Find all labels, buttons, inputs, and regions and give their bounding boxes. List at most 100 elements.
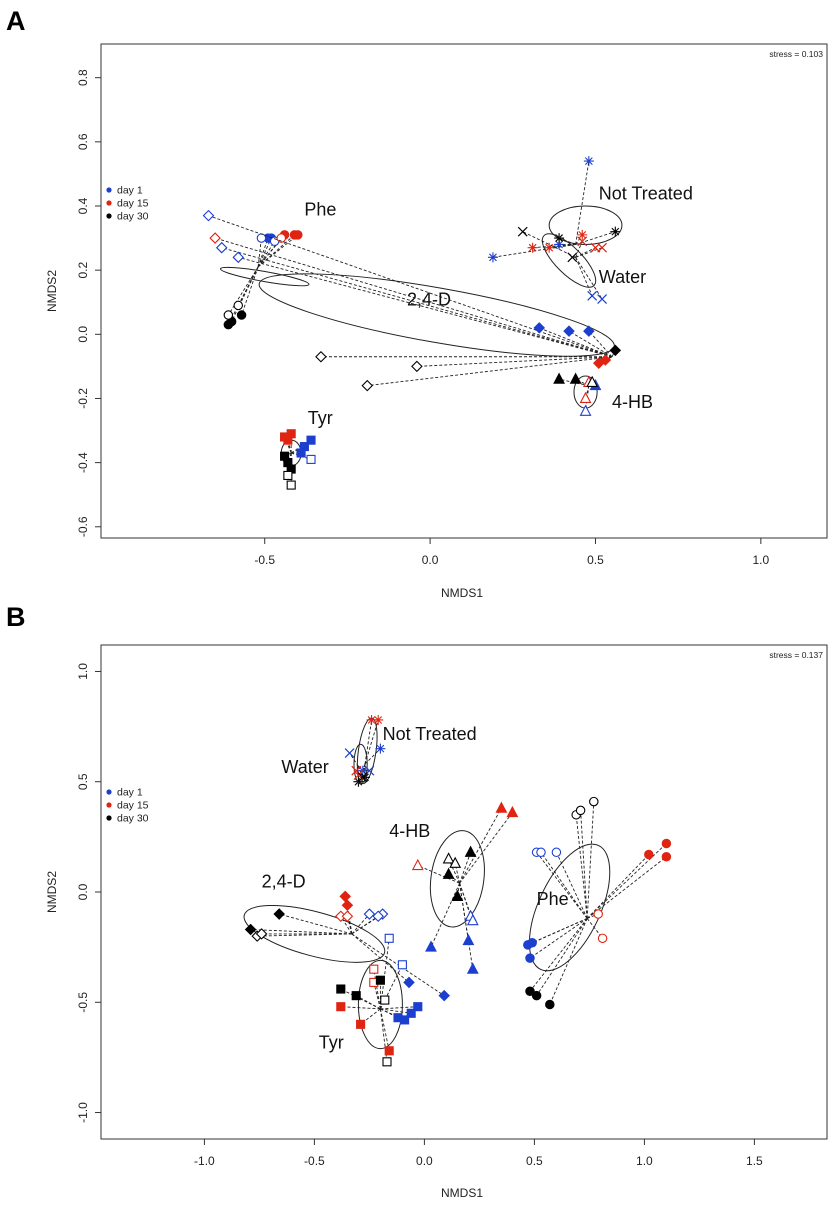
point-4-hb-b-4 (466, 913, 479, 926)
spider-line-phe-a-10 (241, 266, 259, 316)
group-label-not-treated-b: Not Treated (383, 724, 477, 744)
ellipse-tyr-b (357, 959, 403, 1050)
spider-line-tyr-b-2 (380, 1006, 418, 1010)
y-tick-label-a-6: 0.6 (76, 133, 90, 150)
x-tick-label-b-3: 0.5 (526, 1154, 543, 1168)
group-2-4-d-a: 2,4-D (202, 209, 622, 392)
spider-line-phe-a-6 (257, 234, 299, 268)
group-label-2-4-d-a: 2,4-D (407, 289, 451, 309)
point-phe-b-7 (661, 838, 672, 849)
spider-line-phe-b-15 (580, 810, 588, 919)
spider-line-phe-b-2 (529, 918, 588, 959)
x-axis-label-b: NMDS1 (441, 1186, 483, 1200)
point-phe-b-2 (525, 953, 535, 963)
spider-line-2-4-d-b-10 (250, 929, 352, 935)
legend-swatch-a-2 (106, 213, 112, 219)
point-tyr-b-15 (380, 995, 390, 1005)
point-tyr-b-0 (384, 933, 394, 943)
point-2-4-d-a-11 (361, 379, 374, 392)
spider-line-phe-b-10 (587, 913, 599, 919)
point-4-hb-a-6 (586, 375, 599, 387)
spider-line-phe-b-7 (586, 843, 667, 919)
point-water-b-4 (357, 772, 368, 783)
legend-label-b-2: day 30 (117, 813, 149, 825)
point-water-a-6 (567, 252, 578, 263)
spider-line-4-hb-b-1 (459, 883, 469, 941)
spider-line-4-hb-b-0 (430, 882, 461, 948)
group-label-water-b: Water (281, 757, 328, 777)
x-tick-label-b-2: 0.0 (416, 1154, 433, 1168)
point-phe-a-12 (233, 300, 244, 311)
legend-label-b-1: day 15 (117, 800, 149, 812)
point-4-hb-b-12 (449, 856, 462, 868)
point-not-treated-a-2 (583, 156, 594, 167)
spider-line-tyr-b-3 (380, 1008, 412, 1014)
x-tick-label-b-4: 1.0 (636, 1154, 653, 1168)
group-tyr-a: Tyr (280, 408, 333, 490)
point-phe-b-1 (527, 937, 537, 948)
point-4-hb-a-1 (579, 404, 592, 416)
point-tyr-b-5 (393, 1013, 403, 1023)
point-2-4-d-b-12 (255, 928, 268, 940)
point-2-4-d-b-10 (244, 923, 257, 936)
point-not-treated-a-4 (577, 229, 588, 240)
spider-line-not-treated-b-2 (364, 719, 373, 765)
x-tick-label-b-1: -0.5 (304, 1154, 325, 1168)
y-tick-label-b-2: 0.0 (76, 883, 90, 900)
point-4-hb-b-7 (411, 858, 424, 871)
point-tyr-b-1 (397, 960, 407, 970)
point-not-treated-a-7 (610, 226, 621, 237)
ellipse-water-b (353, 743, 368, 785)
spider-line-water-a-3 (575, 241, 583, 258)
spider-line-2-4-d-a-1 (221, 247, 613, 358)
point-phe-b-15 (575, 805, 586, 816)
y-tick-label-b-0: -1.0 (76, 1102, 90, 1123)
spider-line-phe-b-12 (536, 918, 588, 996)
point-phe-b-11 (525, 986, 535, 996)
point-2-4-d-a-5 (583, 325, 595, 337)
spider-line-tyr-b-9 (373, 969, 381, 1009)
spider-line-2-4-d-b-0 (351, 913, 370, 935)
spider-line-phe-b-8 (586, 856, 667, 919)
point-not-treated-a-0 (487, 252, 498, 263)
spider-line-water-b-0 (349, 752, 359, 767)
y-tick-label-a-5: 0.4 (76, 197, 90, 214)
point-not-treated-a-6 (554, 233, 565, 244)
point-not-treated-b-2 (366, 714, 377, 725)
spider-line-4-hb-b-8 (459, 852, 472, 884)
point-4-hb-a-5 (569, 372, 582, 384)
legend-label-a-1: day 15 (117, 198, 149, 210)
point-tyr-b-14 (382, 1057, 392, 1067)
group-water-a: Water (517, 226, 646, 304)
group-label-not-treated-a: Not Treated (599, 184, 693, 204)
point-2-4-d-a-1 (215, 241, 228, 254)
point-not-treated-a-5 (544, 242, 555, 253)
point-phe-b-6 (644, 849, 654, 860)
point-tyr-b-2 (413, 1002, 423, 1012)
ellipse-phe-b (528, 843, 611, 972)
group-not-treated-a: Not Treated (487, 156, 693, 263)
spider-line-2-4-d-a-5 (588, 330, 613, 358)
group-label-tyr-a: Tyr (308, 408, 333, 428)
x-tick-label-a-3: 1.0 (753, 553, 770, 567)
spider-line-2-4-d-a-2 (238, 256, 613, 358)
point-phe-b-12 (531, 990, 542, 1001)
point-not-treated-b-3 (373, 714, 384, 725)
spider-line-2-4-d-a-11 (367, 356, 613, 387)
spider-line-not-treated-a-6 (558, 237, 576, 245)
stress-label-a: stress = 0.103 (769, 49, 823, 59)
spider-line-phe-b-16 (586, 801, 595, 919)
legend-label-a-2: day 30 (117, 211, 149, 223)
spider-line-phe-a-12 (237, 266, 259, 306)
point-tyr-a-6 (283, 435, 293, 445)
point-phe-a-2 (256, 233, 267, 243)
group-label-tyr-b: Tyr (319, 1033, 344, 1053)
spider-line-2-4-d-a-0 (208, 215, 613, 358)
spider-line-not-treated-a-0 (492, 244, 576, 258)
legend-swatch-b-1 (106, 802, 112, 808)
group-4-hb-b: 4-HB (389, 801, 519, 974)
legend-swatch-a-0 (106, 187, 112, 193)
